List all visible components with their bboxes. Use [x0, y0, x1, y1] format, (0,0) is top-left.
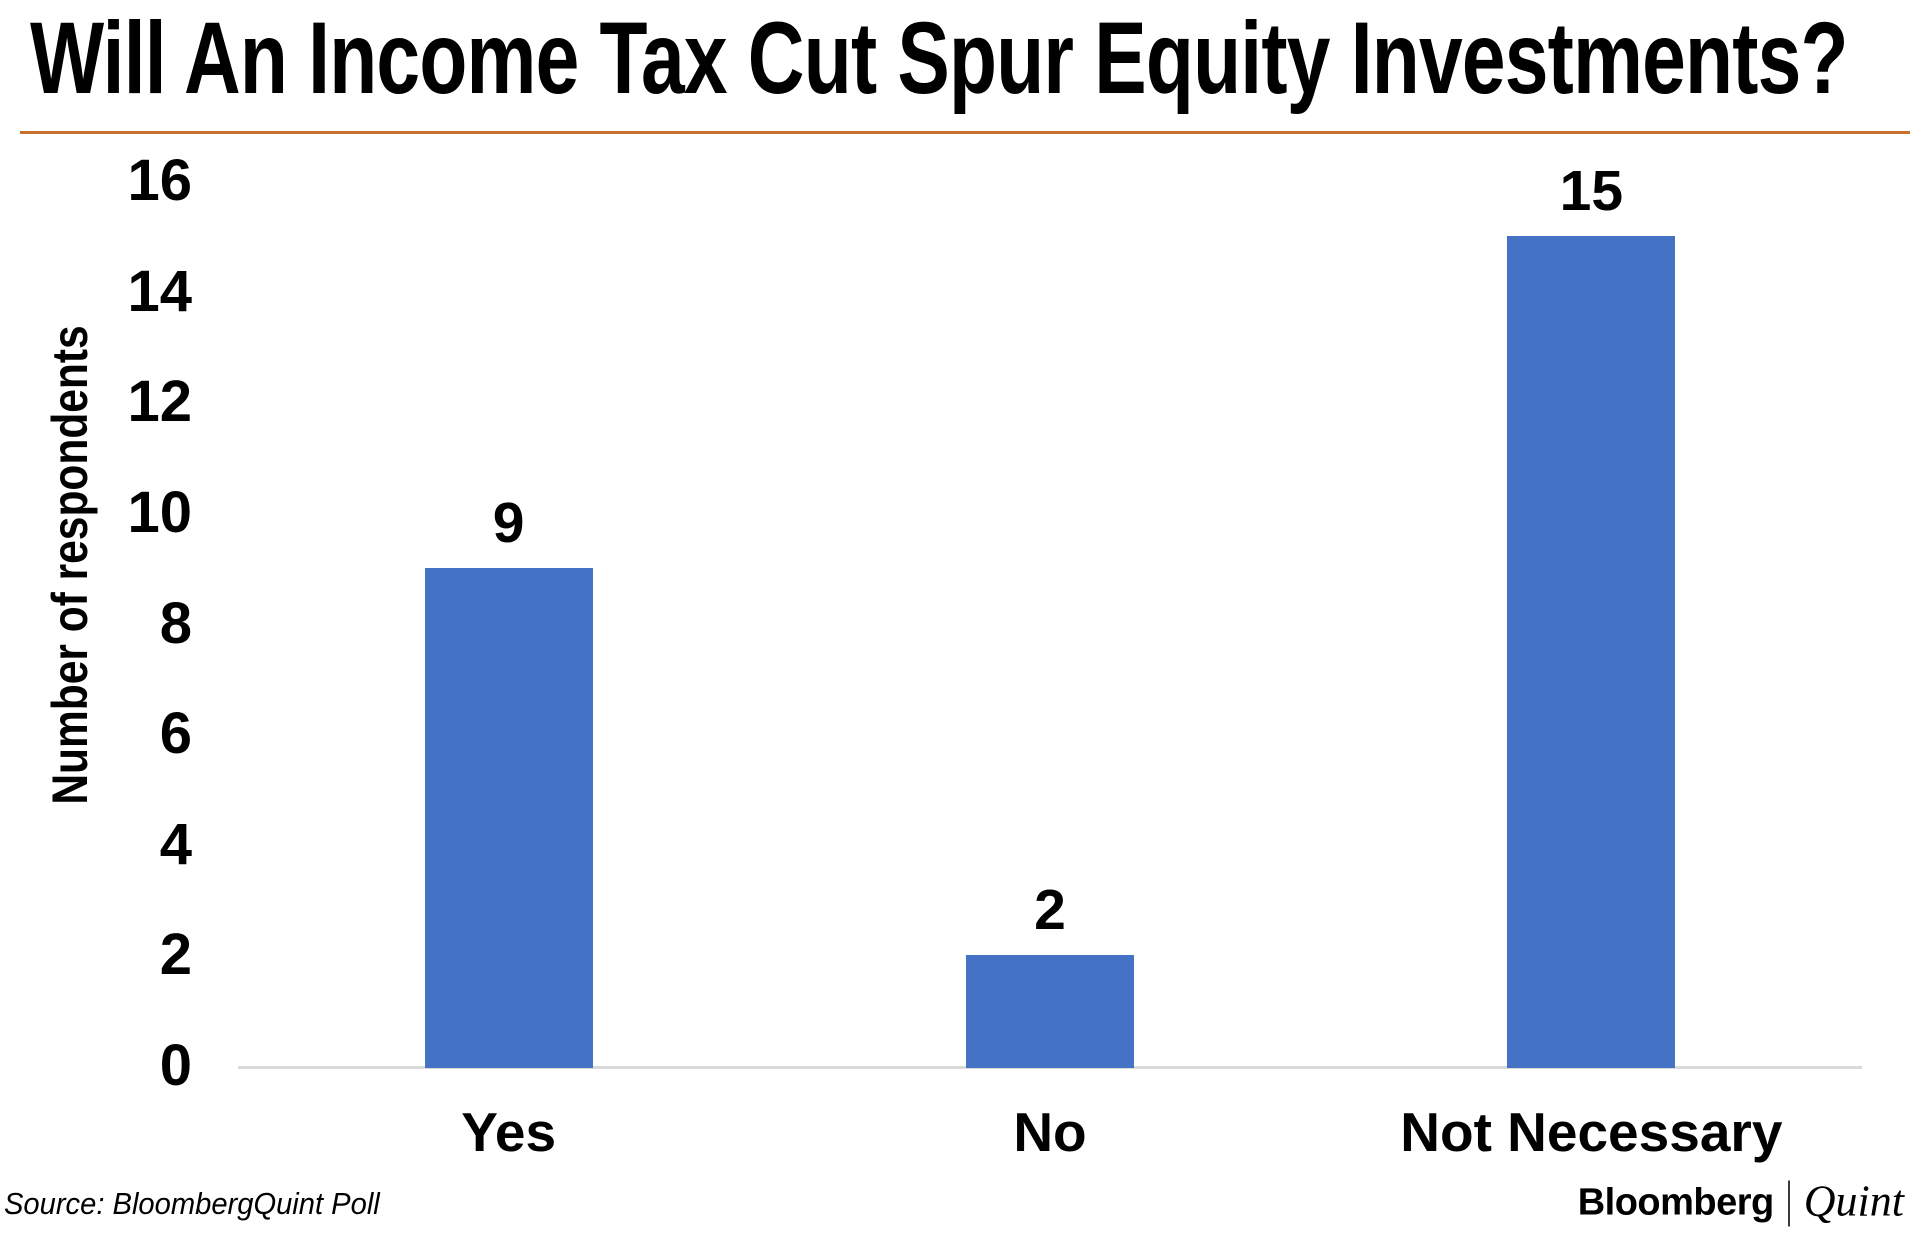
- bar-no: [966, 955, 1134, 1068]
- y-tick-label: 6: [159, 701, 192, 767]
- quint-wordmark: Quint: [1803, 1176, 1904, 1226]
- bar-value-label-yes: 9: [492, 491, 525, 556]
- y-tick-label: 14: [127, 258, 192, 324]
- logo-separator-bar: [1787, 1180, 1790, 1226]
- bar-not-necessary: [1507, 236, 1676, 1068]
- y-tick-label: 16: [127, 148, 192, 213]
- bloomberg-wordmark: Bloomberg: [1577, 1181, 1775, 1224]
- bar-yes: [424, 568, 593, 1068]
- y-tick-label: 12: [127, 369, 192, 435]
- bloombergquint-logo: Bloomberg Quint: [1578, 1176, 1904, 1231]
- y-tick-label: 2: [159, 922, 192, 988]
- bar-value-label-no: 2: [1034, 878, 1066, 943]
- y-tick-label: 10: [127, 479, 192, 545]
- y-tick-label: 8: [159, 590, 192, 656]
- bar-value-label-not-necessary: 15: [1559, 159, 1624, 224]
- category-label-yes: Yes: [461, 1101, 557, 1163]
- y-tick-label: 0: [159, 1033, 192, 1098]
- chart-title: Will An Income Tax Cut Spur Equity Inves…: [30, 1, 1849, 115]
- category-label-not-necessary: Not Necessary: [1400, 1101, 1783, 1163]
- source-note: Source: BloombergQuint Poll: [4, 1186, 380, 1221]
- y-tick-label: 4: [159, 811, 192, 877]
- title-divider: [20, 131, 1910, 134]
- category-label-no: No: [1013, 1101, 1087, 1163]
